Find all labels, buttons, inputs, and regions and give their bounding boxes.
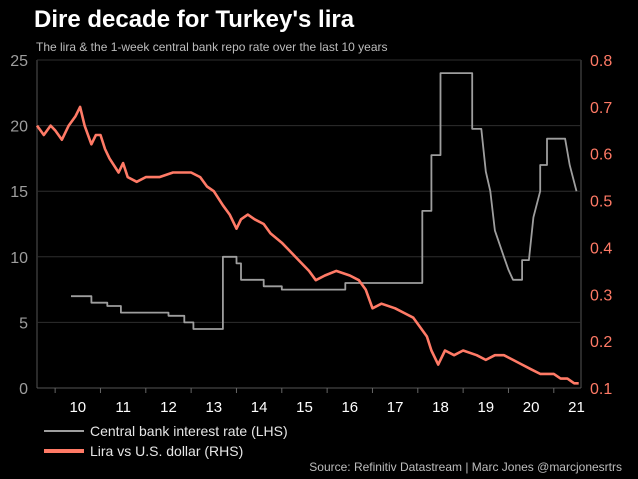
legend-label-rate: Central bank interest rate (LHS): [90, 423, 288, 439]
grid: [37, 59, 581, 323]
x-tick-label: 11: [115, 399, 131, 416]
chart-subtitle: The lira & the 1-week central bank repo …: [36, 40, 388, 54]
right-tick-label: 0.4: [590, 240, 612, 257]
right-tick-label: 0.7: [590, 100, 612, 117]
right-axis-ticks: 0.1 0.2 0.3 0.4 0.5 0.6 0.7 0.8: [590, 53, 612, 398]
chart-title: Dire decade for Turkey's lira: [34, 6, 355, 33]
left-tick-label: 15: [10, 184, 28, 201]
x-tick-label: 10: [69, 399, 86, 416]
x-tick-label: 13: [205, 399, 222, 416]
x-tick-label: 21: [568, 399, 585, 416]
series-line-interest-rate: [71, 72, 578, 330]
series-group: [35, 72, 579, 385]
x-tick-label: 18: [432, 399, 449, 416]
x-tick-label: 19: [477, 399, 494, 416]
source-credit: Source: Refinitiv Datastream | Marc Jone…: [309, 460, 622, 474]
x-tick-label: 20: [523, 399, 540, 416]
legend-label-lira: Lira vs U.S. dollar (RHS): [90, 443, 243, 459]
left-tick-label: 0: [19, 381, 28, 398]
x-tick-label: 17: [387, 399, 404, 416]
right-tick-label: 0.2: [590, 334, 612, 351]
right-tick-label: 0.5: [590, 194, 612, 211]
x-tick-label: 16: [341, 399, 358, 416]
left-tick-label: 5: [19, 315, 28, 332]
x-tick-label: 12: [160, 399, 177, 416]
legend: Central bank interest rate (LHS) Lira vs…: [44, 423, 288, 459]
right-tick-label: 0.6: [590, 147, 612, 164]
left-tick-label: 25: [10, 53, 28, 70]
left-tick-label: 10: [10, 250, 28, 267]
left-axis-ticks: 0 5 10 15 20 25: [10, 53, 28, 398]
right-tick-label: 0.8: [590, 53, 612, 70]
right-tick-label: 0.3: [590, 287, 612, 304]
x-tick-label: 15: [296, 399, 313, 416]
series-line-lira: [35, 105, 579, 385]
left-tick-label: 20: [10, 119, 28, 136]
x-axis-ticks: 10 11 12 13 14 15 16 17 18 19 20 21: [54, 388, 585, 416]
right-tick-label: 0.1: [590, 381, 612, 398]
x-tick-label: 14: [251, 399, 268, 416]
